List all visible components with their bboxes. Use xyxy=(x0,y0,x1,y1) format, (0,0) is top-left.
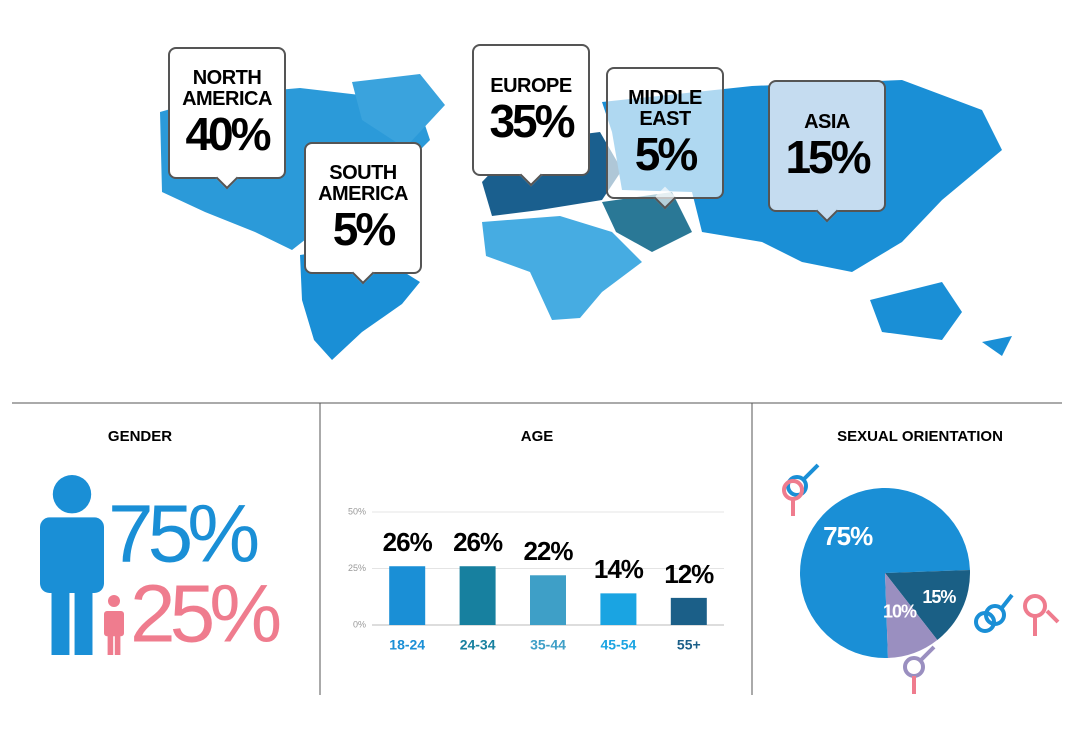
value-label: 12% xyxy=(664,559,714,589)
value-label: 26% xyxy=(383,527,433,557)
chart-title: GENDER xyxy=(107,428,173,445)
y-tick-label: 25% xyxy=(348,563,366,573)
region-value: 35% xyxy=(489,94,575,147)
pie-label: 10% xyxy=(883,602,917,622)
chart-title: AGE xyxy=(520,428,554,445)
icon xyxy=(786,475,808,497)
person-leg xyxy=(107,635,114,655)
icon xyxy=(999,593,1014,611)
person-figure xyxy=(104,595,124,655)
greenland-shape xyxy=(352,74,445,148)
orientation-icons xyxy=(782,463,1060,694)
x-tick-label: 55+ xyxy=(677,637,701,653)
icon xyxy=(1045,609,1060,624)
icon xyxy=(782,479,804,501)
region-name: SOUTH AMERICA xyxy=(318,162,408,205)
icon xyxy=(918,645,936,663)
region-name: ASIA xyxy=(804,110,850,133)
callout: EUROPE 35% xyxy=(472,44,590,187)
person-figure xyxy=(40,475,104,655)
icon xyxy=(1023,594,1047,618)
region-value: 5% xyxy=(332,203,397,255)
y-tick-label: 50% xyxy=(348,506,366,516)
region-name: EUROPE xyxy=(490,74,572,97)
south-america-shape xyxy=(300,246,420,360)
gender-value: 25% xyxy=(130,569,279,660)
person-body xyxy=(104,611,124,637)
chart-title: SEXUAL ORIENTATION xyxy=(837,428,1003,445)
region-name: MIDDLE EAST xyxy=(628,87,702,130)
pie-slice xyxy=(885,570,971,640)
value-label: 14% xyxy=(594,554,644,584)
callout: ASIA 15% xyxy=(768,80,886,223)
new-zealand-shape xyxy=(982,336,1012,356)
person-leg xyxy=(114,635,121,655)
pie-slice xyxy=(799,488,970,659)
person-head xyxy=(108,595,120,607)
bar xyxy=(389,566,426,625)
x-tick-label: 45-54 xyxy=(600,637,636,653)
y-tick-label: 0% xyxy=(353,619,366,629)
icon xyxy=(801,463,820,482)
person-head xyxy=(52,475,92,514)
x-tick-label: 18-24 xyxy=(389,637,425,653)
person-leg xyxy=(74,589,93,655)
x-tick-label: 24-34 xyxy=(460,637,496,653)
pie-slice xyxy=(885,573,938,658)
bar xyxy=(459,566,496,625)
callout: NORTH AMERICA 40% xyxy=(168,47,286,190)
pie-label: 75% xyxy=(823,521,873,551)
region-value: 15% xyxy=(785,130,871,183)
bar xyxy=(670,597,707,625)
person-leg xyxy=(51,589,70,655)
region-name: NORTH AMERICA xyxy=(182,67,272,110)
pie-label: 15% xyxy=(922,587,956,607)
bar xyxy=(600,593,637,625)
callout: MIDDLE EAST 5% xyxy=(606,67,724,210)
bar xyxy=(530,575,566,625)
africa-shape xyxy=(482,216,642,320)
australia-shape xyxy=(870,282,962,340)
region-value: 5% xyxy=(634,128,699,180)
icon xyxy=(984,604,1006,626)
value-label: 26% xyxy=(453,527,503,557)
gender-value: 75% xyxy=(108,489,257,580)
value-label: 22% xyxy=(523,536,573,566)
x-tick-label: 35-44 xyxy=(530,637,566,653)
middle-east-shape xyxy=(602,192,692,252)
region-value: 40% xyxy=(185,108,271,160)
person-body xyxy=(40,517,104,593)
callout: SOUTH AMERICA 5% xyxy=(304,142,422,285)
